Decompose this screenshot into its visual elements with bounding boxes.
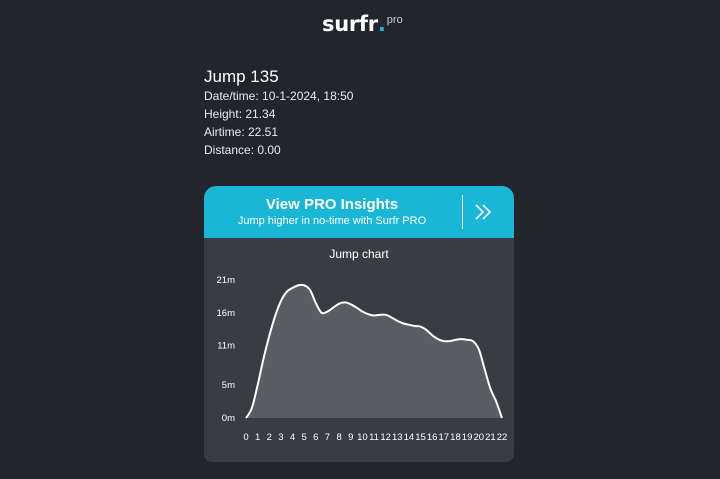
- y-tick-label: 16m: [217, 308, 236, 319]
- y-axis-ticks: 0m 5m 11m 16m 21m: [217, 275, 236, 424]
- x-tick-label: 0: [243, 432, 248, 443]
- chart-title: Jump chart: [329, 247, 389, 261]
- y-tick-label: 5m: [222, 380, 235, 391]
- x-tick-label: 20: [473, 432, 484, 443]
- logo-dot: .: [377, 12, 386, 36]
- x-tick-label: 7: [325, 432, 330, 443]
- logo-suffix: pro: [386, 14, 403, 26]
- chart-area: [246, 284, 502, 418]
- x-tick-label: 6: [313, 432, 318, 443]
- x-tick-label: 10: [357, 432, 368, 443]
- jump-chart-panel: Jump chart 0m 5m 11m 16m 21m 0 1 2 3 4 5 6 7 8 9 10 11 1…: [204, 238, 514, 462]
- chart-line: [245, 283, 503, 419]
- x-tick-label: 18: [450, 432, 461, 443]
- view-pro-insights-button[interactable]: View PRO Insights Jump higher in no-time…: [204, 186, 514, 238]
- y-tick-label: 21m: [217, 275, 236, 286]
- jump-title: Jump 135: [204, 67, 279, 86]
- x-tick-label: 9: [348, 432, 353, 443]
- x-tick-label: 13: [392, 432, 403, 443]
- y-tick-label: 0m: [222, 413, 235, 424]
- x-tick-label: 12: [380, 432, 391, 443]
- pro-banner-title: View PRO Insights: [265, 196, 399, 213]
- pro-banner-subtitle: Jump higher in no-time with Surfr PRO: [237, 215, 427, 227]
- x-tick-label: 4: [290, 432, 295, 443]
- x-tick-label: 17: [439, 432, 450, 443]
- x-tick-label: 3: [278, 432, 283, 443]
- x-tick-label: 1: [255, 432, 260, 443]
- jump-distance: Distance: 0.00: [204, 143, 281, 157]
- jump-datetime: Date/time: 10-1-2024, 18:50: [204, 89, 354, 103]
- x-tick-label: 21: [485, 432, 496, 443]
- x-tick-label: 22: [497, 432, 508, 443]
- x-axis-ticks: 0 1 2 3 4 5 6 7 8 9 10 11 12 13 14 15 16 17 18 19 20 21 22: [243, 432, 507, 443]
- x-tick-label: 2: [267, 432, 272, 443]
- surfr-pro-logo: surfr . pro: [322, 14, 403, 35]
- x-tick-label: 19: [462, 432, 473, 443]
- pro-banner-divider: [462, 195, 463, 229]
- x-tick-label: 5: [302, 432, 307, 443]
- x-tick-label: 15: [415, 432, 426, 443]
- y-tick-label: 11m: [217, 341, 235, 352]
- x-tick-label: 8: [336, 432, 341, 443]
- logo-wordmark: surfr: [322, 12, 378, 36]
- pro-banner-text: View PRO Insights Jump higher in no-time…: [204, 196, 460, 229]
- double-chevron-right-icon: [475, 204, 492, 220]
- jump-height: Height: 21.34: [204, 107, 276, 121]
- jump-airtime: Airtime: 22.51: [204, 125, 279, 139]
- x-tick-label: 16: [427, 432, 438, 443]
- x-tick-label: 11: [369, 432, 379, 443]
- x-tick-label: 14: [404, 432, 415, 443]
- jump-info: Jump 135 Date/time: 10-1-2024, 18:50 Hei…: [204, 67, 353, 159]
